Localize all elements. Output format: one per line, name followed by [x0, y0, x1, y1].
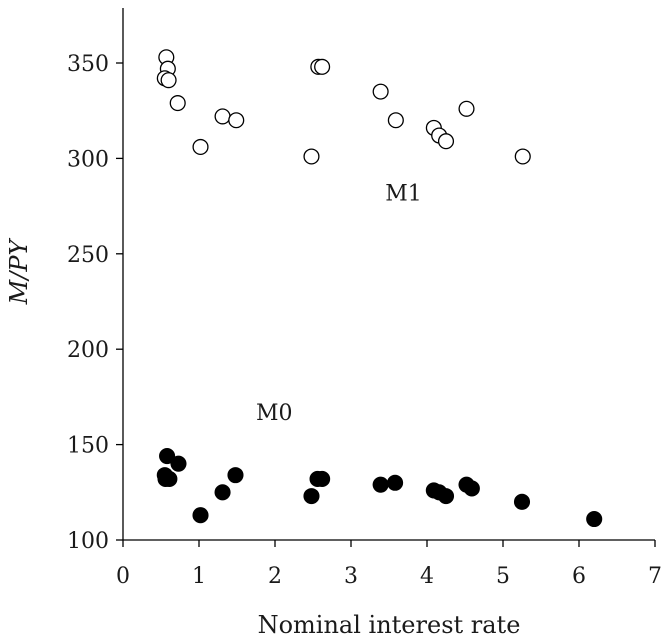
- x-tick-label: 0: [116, 564, 130, 589]
- data-point-m0: [314, 470, 331, 487]
- data-point-m1: [387, 112, 404, 129]
- data-point-m1: [303, 148, 320, 165]
- data-point-m1: [372, 83, 389, 100]
- data-point-m0: [387, 474, 404, 491]
- data-point-m0: [161, 470, 178, 487]
- x-tick-label: 4: [420, 564, 434, 589]
- data-point-m1: [437, 133, 455, 150]
- x-tick-label: 1: [192, 564, 206, 589]
- x-axis-title: Nominal interest rate: [258, 611, 521, 639]
- y-tick-label: 350: [67, 52, 109, 77]
- data-point-m0: [303, 488, 320, 505]
- data-point-m0: [214, 484, 231, 501]
- x-tick-label: 7: [648, 564, 662, 589]
- series-m0: [156, 447, 603, 528]
- data-point-m1: [214, 108, 231, 125]
- data-point-m1: [228, 112, 245, 129]
- y-tick-label: 100: [67, 529, 109, 554]
- series-annotations: M1 M0: [256, 181, 422, 425]
- y-tick-label: 200: [67, 338, 109, 363]
- data-point-m1: [514, 148, 531, 165]
- series-m1: [156, 49, 531, 165]
- data-point-m0: [463, 480, 480, 497]
- x-tick-label: 2: [268, 564, 282, 589]
- y-axis-title: M/PY: [5, 238, 33, 306]
- data-point-m1: [169, 95, 186, 112]
- y-tick-label: 250: [67, 243, 109, 268]
- series-label-m0: M0: [256, 401, 293, 426]
- y-tick-label: 300: [67, 147, 109, 172]
- data-point-m1: [458, 100, 475, 117]
- data-point-m0: [170, 455, 187, 472]
- x-tick-label: 3: [344, 564, 358, 589]
- data-point-m0: [437, 488, 455, 505]
- data-point-m1: [192, 138, 209, 156]
- data-point-m0: [227, 467, 244, 484]
- data-point-m0: [513, 493, 531, 510]
- x-tick-label: 5: [496, 564, 510, 589]
- series-label-m1: M1: [385, 181, 422, 206]
- ticks: 100 150 200 250 300 350 0 1 2 3 4 5 6 7: [67, 52, 662, 589]
- data-point-m0: [192, 507, 209, 524]
- x-tick-label: 6: [572, 564, 586, 589]
- data-point-m1: [314, 58, 331, 75]
- data-points: [156, 49, 603, 528]
- y-tick-label: 150: [67, 434, 109, 459]
- data-point-m0: [586, 510, 603, 528]
- data-point-m1: [160, 72, 177, 89]
- data-point-m0: [159, 447, 176, 465]
- axes: [122, 8, 655, 541]
- data-point-m0: [372, 476, 389, 493]
